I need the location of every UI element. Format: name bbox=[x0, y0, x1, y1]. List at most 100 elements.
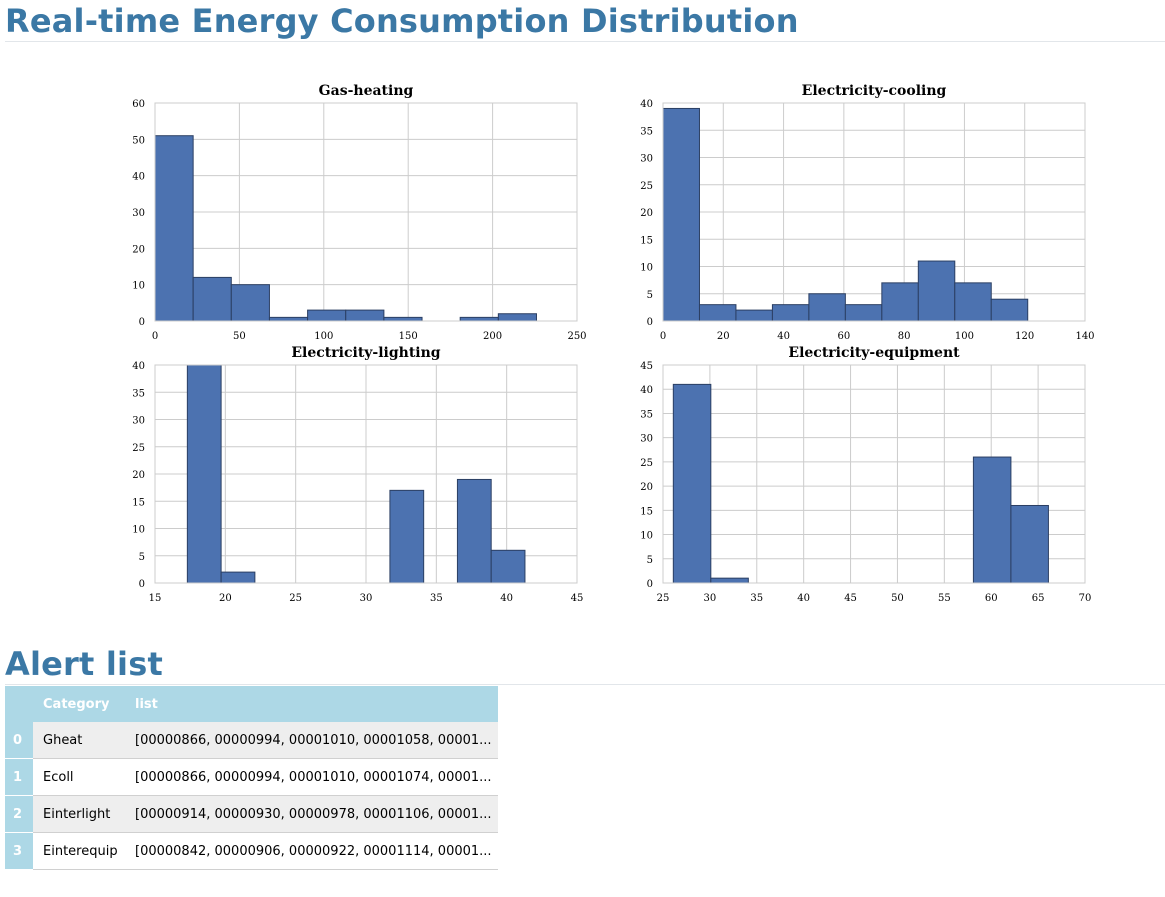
y-tick-label: 0 bbox=[647, 579, 653, 590]
histogram-bar bbox=[345, 309, 385, 322]
y-tick-label: 30 bbox=[640, 154, 653, 165]
chart-title: Electricity-equipment bbox=[788, 345, 960, 361]
histogram-bar bbox=[771, 304, 810, 322]
y-tick-label: 20 bbox=[640, 208, 653, 219]
title-divider bbox=[5, 41, 1165, 42]
y-tick-label: 40 bbox=[640, 385, 653, 396]
x-tick-label: 50 bbox=[233, 331, 246, 342]
histogram-bar bbox=[710, 577, 749, 584]
row-list: [00000842, 00000906, 00000922, 00001114,… bbox=[125, 832, 498, 870]
row-list: [00000866, 00000994, 00001010, 00001074,… bbox=[125, 758, 498, 796]
y-tick-label: 20 bbox=[132, 244, 145, 255]
histogram-bar bbox=[186, 364, 222, 584]
y-tick-label: 0 bbox=[139, 317, 145, 328]
histogram-bar bbox=[917, 260, 956, 322]
y-tick-label: 40 bbox=[640, 99, 653, 110]
plot-frame bbox=[154, 102, 578, 322]
histogram-bar bbox=[735, 309, 773, 322]
histogram-bar bbox=[990, 298, 1029, 322]
histogram-bar bbox=[1010, 504, 1049, 584]
histogram-bar bbox=[220, 571, 256, 584]
y-tick-label: 10 bbox=[132, 281, 145, 292]
y-tick-label: 40 bbox=[132, 172, 145, 183]
x-tick-label: 70 bbox=[1079, 593, 1092, 604]
histogram-gas-heating: 0 50 100 150 200 250 0 10 20 30 40 50 60 Gas-heating bbox=[132, 83, 586, 342]
histogram-bar bbox=[192, 276, 232, 322]
column-header-list: list bbox=[125, 686, 498, 722]
chart-title: Gas-heating bbox=[319, 83, 414, 99]
histogram-bar bbox=[230, 284, 270, 322]
histogram-bar bbox=[389, 489, 425, 584]
histogram-bar bbox=[383, 316, 423, 322]
y-tick-label: 15 bbox=[640, 235, 653, 246]
y-tick-label: 5 bbox=[647, 290, 653, 301]
table-row: 0 Gheat [00000866, 00000994, 00001010, 0… bbox=[5, 722, 498, 759]
x-tick-label: 45 bbox=[571, 593, 584, 604]
alert-list-divider bbox=[5, 684, 1165, 685]
histogram-bar bbox=[808, 293, 846, 322]
row-index: 1 bbox=[5, 758, 33, 796]
column-header-category: Category bbox=[33, 686, 125, 722]
y-tick-label: 45 bbox=[640, 361, 653, 372]
y-tick-label: 35 bbox=[640, 409, 653, 420]
x-tick-label: 120 bbox=[1015, 331, 1034, 342]
y-tick-label: 35 bbox=[640, 126, 653, 137]
x-tick-label: 60 bbox=[837, 331, 850, 342]
x-tick-label: 0 bbox=[660, 331, 666, 342]
x-tick-label: 40 bbox=[500, 593, 513, 604]
row-index: 2 bbox=[5, 795, 33, 833]
x-tick-label: 45 bbox=[844, 593, 857, 604]
y-tick-label: 5 bbox=[647, 555, 653, 566]
histogram-bar bbox=[459, 316, 499, 322]
histogram-bar bbox=[881, 282, 919, 322]
alert-table: Category list 0 Gheat [00000866, 0000099… bbox=[5, 686, 498, 870]
x-tick-label: 30 bbox=[704, 593, 717, 604]
y-tick-label: 20 bbox=[132, 470, 145, 481]
y-tick-label: 40 bbox=[132, 361, 145, 372]
y-tick-label: 25 bbox=[640, 458, 653, 469]
plot-frame bbox=[662, 364, 1086, 584]
x-tick-label: 150 bbox=[399, 331, 418, 342]
y-tick-label: 25 bbox=[132, 443, 145, 454]
y-tick-label: 15 bbox=[132, 497, 145, 508]
x-tick-label: 25 bbox=[289, 593, 302, 604]
histogram-grid: 0 50 100 150 200 2500102030405060Gas-heating0… bbox=[132, 83, 1094, 604]
x-tick-label: 55 bbox=[938, 593, 951, 604]
histogram-electricity-lighting: 15 20 25 30 35 40 45 0 5 10 15 20 25 30 35 40 Electricit… bbox=[132, 345, 583, 604]
y-tick-label: 10 bbox=[640, 531, 653, 542]
table-row: 3 Einterequip [00000842, 00000906, 00000… bbox=[5, 832, 498, 870]
histogram-bar bbox=[154, 135, 194, 322]
row-category: Einterequip bbox=[33, 832, 125, 870]
y-tick-label: 10 bbox=[132, 525, 145, 536]
x-tick-label: 35 bbox=[750, 593, 763, 604]
y-tick-label: 35 bbox=[132, 388, 145, 399]
x-tick-label: 20 bbox=[219, 593, 232, 604]
row-category: Einterlight bbox=[33, 795, 125, 833]
y-tick-label: 50 bbox=[132, 135, 145, 146]
y-tick-label: 0 bbox=[647, 317, 653, 328]
x-tick-label: 80 bbox=[898, 331, 911, 342]
x-tick-label: 200 bbox=[483, 331, 502, 342]
y-tick-label: 60 bbox=[132, 99, 145, 110]
histogram-bar bbox=[268, 316, 309, 322]
x-tick-label: 140 bbox=[1075, 331, 1094, 342]
x-tick-label: 15 bbox=[149, 593, 162, 604]
histogram-bar bbox=[497, 313, 537, 322]
x-tick-label: 50 bbox=[891, 593, 904, 604]
y-tick-label: 30 bbox=[640, 434, 653, 445]
histogram-bar bbox=[954, 282, 992, 322]
alert-table-header: Category list bbox=[5, 686, 498, 722]
chart-title: Electricity-lighting bbox=[291, 345, 440, 361]
x-tick-label: 100 bbox=[955, 331, 974, 342]
y-tick-label: 15 bbox=[640, 506, 653, 517]
x-tick-label: 100 bbox=[314, 331, 333, 342]
x-tick-label: 25 bbox=[657, 593, 670, 604]
histogram-bar bbox=[490, 549, 526, 584]
x-tick-label: 60 bbox=[985, 593, 998, 604]
y-tick-label: 0 bbox=[139, 579, 145, 590]
histogram-bar bbox=[307, 309, 347, 322]
y-tick-label: 10 bbox=[640, 263, 653, 274]
y-tick-label: 5 bbox=[139, 552, 145, 563]
x-tick-label: 0 bbox=[152, 331, 158, 342]
column-header-index bbox=[5, 686, 33, 722]
